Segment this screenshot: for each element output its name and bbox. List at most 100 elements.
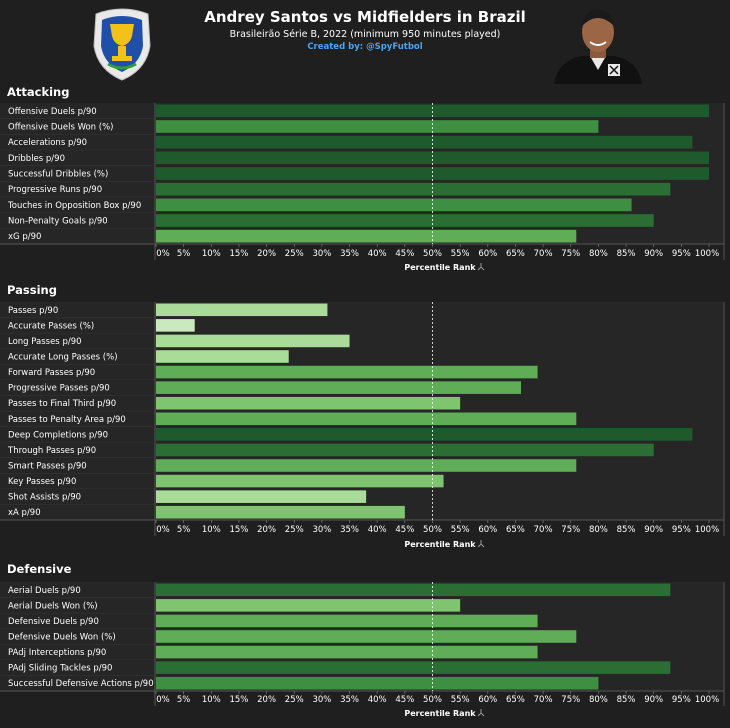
bar[interactable] xyxy=(156,365,538,379)
category-label: Shot Assists p/90 xyxy=(8,493,81,503)
tick-label: 15% xyxy=(229,695,248,705)
chart-header: Andrey Santos vs Midfielders in Brazil B… xyxy=(0,0,730,84)
sort-icon[interactable] xyxy=(477,709,485,717)
bar[interactable] xyxy=(156,443,654,457)
tick-label: 20% xyxy=(257,249,276,259)
category-label: PAdj Interceptions p/90 xyxy=(8,648,106,658)
bar[interactable] xyxy=(156,459,577,472)
tick-label: 45% xyxy=(395,525,414,535)
category-label: Successful Defensive Actions p/90 xyxy=(8,679,154,689)
tick-label: 30% xyxy=(312,525,331,535)
tick-label: 15% xyxy=(229,525,248,535)
category-label: PAdj Sliding Tackles p/90 xyxy=(8,664,112,674)
bar[interactable] xyxy=(156,198,632,212)
category-label: Accelerations p/90 xyxy=(8,138,87,148)
category-label: Defensive Duels p/90 xyxy=(8,617,99,627)
section-title: Defensive xyxy=(7,562,72,576)
category-label: Non-Penalty Goals p/90 xyxy=(8,217,108,227)
tick-label: 5% xyxy=(177,525,191,535)
bar[interactable] xyxy=(156,167,709,180)
tick-label: 35% xyxy=(340,249,359,259)
bar[interactable] xyxy=(156,229,577,243)
category-label: Dribbles p/90 xyxy=(8,154,65,164)
serie-b-trophy-logo-icon xyxy=(93,8,151,81)
x-axis-title: Percentile Rank xyxy=(404,540,476,549)
tick-label: 55% xyxy=(451,525,470,535)
bar[interactable] xyxy=(156,350,289,363)
bar[interactable] xyxy=(156,490,367,503)
bar[interactable] xyxy=(156,505,405,519)
category-label: Passes p/90 xyxy=(8,306,58,316)
tick-label: 30% xyxy=(312,695,331,705)
bar[interactable] xyxy=(156,214,654,227)
tick-label: 10% xyxy=(202,249,221,259)
bar[interactable] xyxy=(156,104,709,118)
tick-label: 15% xyxy=(229,249,248,259)
category-label: Forward Passes p/90 xyxy=(8,368,95,378)
tick-label: 5% xyxy=(177,249,191,259)
tick-label: 65% xyxy=(506,695,525,705)
bar[interactable] xyxy=(156,583,671,597)
tick-label: 55% xyxy=(451,249,470,259)
category-label: Accurate Long Passes (%) xyxy=(8,353,118,363)
tick-label: 40% xyxy=(368,695,387,705)
bar[interactable] xyxy=(156,182,671,196)
chart-subtitle: Brasileirão Série B, 2022 (minimum 950 m… xyxy=(229,29,501,40)
category-label: Offensive Duels Won (%) xyxy=(8,123,113,133)
tick-label: 80% xyxy=(589,525,608,535)
tick-label: 90% xyxy=(644,249,663,259)
tick-label: 70% xyxy=(534,695,553,705)
category-label: Defensive Duels Won (%) xyxy=(8,633,116,643)
tick-label: 50% xyxy=(423,525,442,535)
bar[interactable] xyxy=(156,474,444,488)
tick-label: 30% xyxy=(312,249,331,259)
tick-label: 65% xyxy=(506,249,525,259)
tick-label: 0% xyxy=(156,695,170,705)
bar[interactable] xyxy=(156,645,538,659)
category-label: Passes to Final Third p/90 xyxy=(8,399,116,409)
chart-credit: Created by: @SpyFutbol xyxy=(307,42,423,52)
tick-label: 85% xyxy=(617,249,636,259)
tick-label: 45% xyxy=(395,249,414,259)
bar[interactable] xyxy=(156,319,195,332)
tick-label: 20% xyxy=(257,525,276,535)
bar[interactable] xyxy=(156,599,461,612)
bar[interactable] xyxy=(156,381,521,394)
bar[interactable] xyxy=(156,120,599,133)
tick-label: 40% xyxy=(368,525,387,535)
category-label: xA p/90 xyxy=(8,508,41,518)
category-label: Successful Dribbles (%) xyxy=(8,170,108,180)
tick-label: 100% xyxy=(695,695,719,705)
tick-label: 60% xyxy=(478,249,497,259)
bar[interactable] xyxy=(156,396,461,410)
bar[interactable] xyxy=(156,412,577,426)
sort-icon[interactable] xyxy=(477,540,485,548)
bar[interactable] xyxy=(156,151,709,165)
bar[interactable] xyxy=(156,630,577,643)
section-title: Attacking xyxy=(7,85,69,99)
category-label: Touches in Opposition Box p/90 xyxy=(7,201,141,211)
sort-icon[interactable] xyxy=(477,263,485,271)
tick-label: 100% xyxy=(695,249,719,259)
tick-label: 50% xyxy=(423,695,442,705)
tick-label: 80% xyxy=(589,249,608,259)
bar[interactable] xyxy=(156,135,693,149)
bar[interactable] xyxy=(156,334,350,348)
chart-title: Andrey Santos vs Midfielders in Brazil xyxy=(204,8,526,26)
tick-label: 50% xyxy=(423,249,442,259)
category-label: Progressive Passes p/90 xyxy=(8,384,110,394)
tick-label: 0% xyxy=(156,525,170,535)
bar[interactable] xyxy=(156,661,671,674)
bar[interactable] xyxy=(156,614,538,628)
tick-label: 25% xyxy=(285,695,304,705)
tick-label: 95% xyxy=(672,525,691,535)
tick-label: 35% xyxy=(340,525,359,535)
bar[interactable] xyxy=(156,676,599,690)
category-label: Long Passes p/90 xyxy=(8,337,82,347)
bar[interactable] xyxy=(156,428,693,441)
tick-label: 25% xyxy=(285,525,304,535)
category-label: Accurate Passes (%) xyxy=(8,321,94,331)
bar[interactable] xyxy=(156,303,328,317)
tick-label: 70% xyxy=(534,525,553,535)
